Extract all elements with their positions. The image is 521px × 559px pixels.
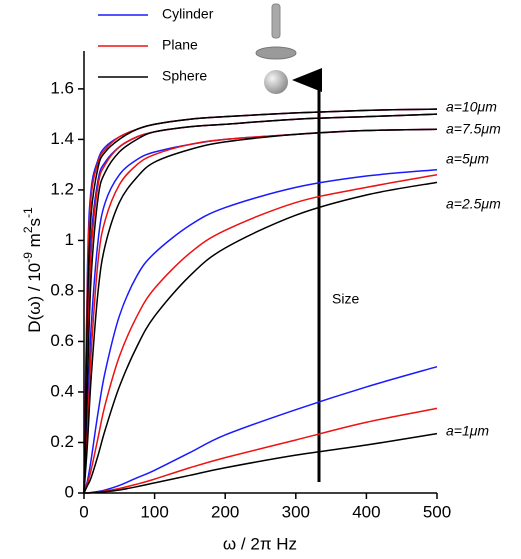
y-axis-label: D(ω) / 10-9 m2s-1 <box>21 207 44 333</box>
data-line <box>83 108 438 494</box>
x-tick-label: 500 <box>423 502 451 521</box>
y-tick-label: 0.6 <box>50 331 74 350</box>
size-label: a=2.5μm <box>446 196 501 212</box>
x-axis-label: ω / 2π Hz <box>223 534 297 553</box>
data-line <box>83 432 438 494</box>
x-tick-label: 100 <box>140 502 168 521</box>
size-label: a=1μm <box>446 423 489 439</box>
y-label-part: m <box>25 233 44 252</box>
y-tick-label: 1.6 <box>50 78 74 97</box>
cylinder-icon <box>271 3 281 39</box>
size-label: a=7.5μm <box>446 121 501 137</box>
x-tick-label: 300 <box>282 502 310 521</box>
plane-icon <box>255 46 297 60</box>
x-tick-label: 400 <box>352 502 380 521</box>
arrow-label: Size <box>332 291 359 307</box>
y-label-superscript: -9 <box>21 252 35 263</box>
x-tick-label: 200 <box>211 502 239 521</box>
legend-label: Plane <box>162 37 198 53</box>
data-line <box>83 174 438 494</box>
y-label-part: D(ω) / 10 <box>25 263 44 333</box>
data-line <box>83 168 438 494</box>
legend-label: Cylinder <box>162 6 214 22</box>
sphere-icon <box>264 70 288 94</box>
size-label: a=10μm <box>446 99 497 115</box>
x-tick-label: 0 <box>79 502 88 521</box>
legend-label: Sphere <box>162 68 207 84</box>
y-tick-label: 0.2 <box>50 432 74 451</box>
y-label-part: s <box>25 218 44 227</box>
size-label: a=5μm <box>446 151 489 167</box>
y-tick-label: 1.2 <box>50 179 74 198</box>
legend-icons <box>255 3 297 94</box>
data-line <box>83 108 438 494</box>
y-tick-label: 0.4 <box>50 381 74 400</box>
data-line <box>83 113 438 494</box>
data-line <box>83 181 438 494</box>
y-label-superscript: -1 <box>21 207 35 218</box>
data-line <box>83 113 438 494</box>
y-tick-label: 0 <box>65 482 74 501</box>
y-tick-label: 1 <box>65 230 74 249</box>
y-label-superscript: 2 <box>21 226 35 233</box>
y-tick-label: 0.8 <box>50 280 74 299</box>
y-tick-label: 1.4 <box>50 129 74 148</box>
data-line <box>83 128 438 494</box>
data-line <box>83 108 438 494</box>
data-line <box>83 365 438 494</box>
data-line <box>83 113 438 494</box>
